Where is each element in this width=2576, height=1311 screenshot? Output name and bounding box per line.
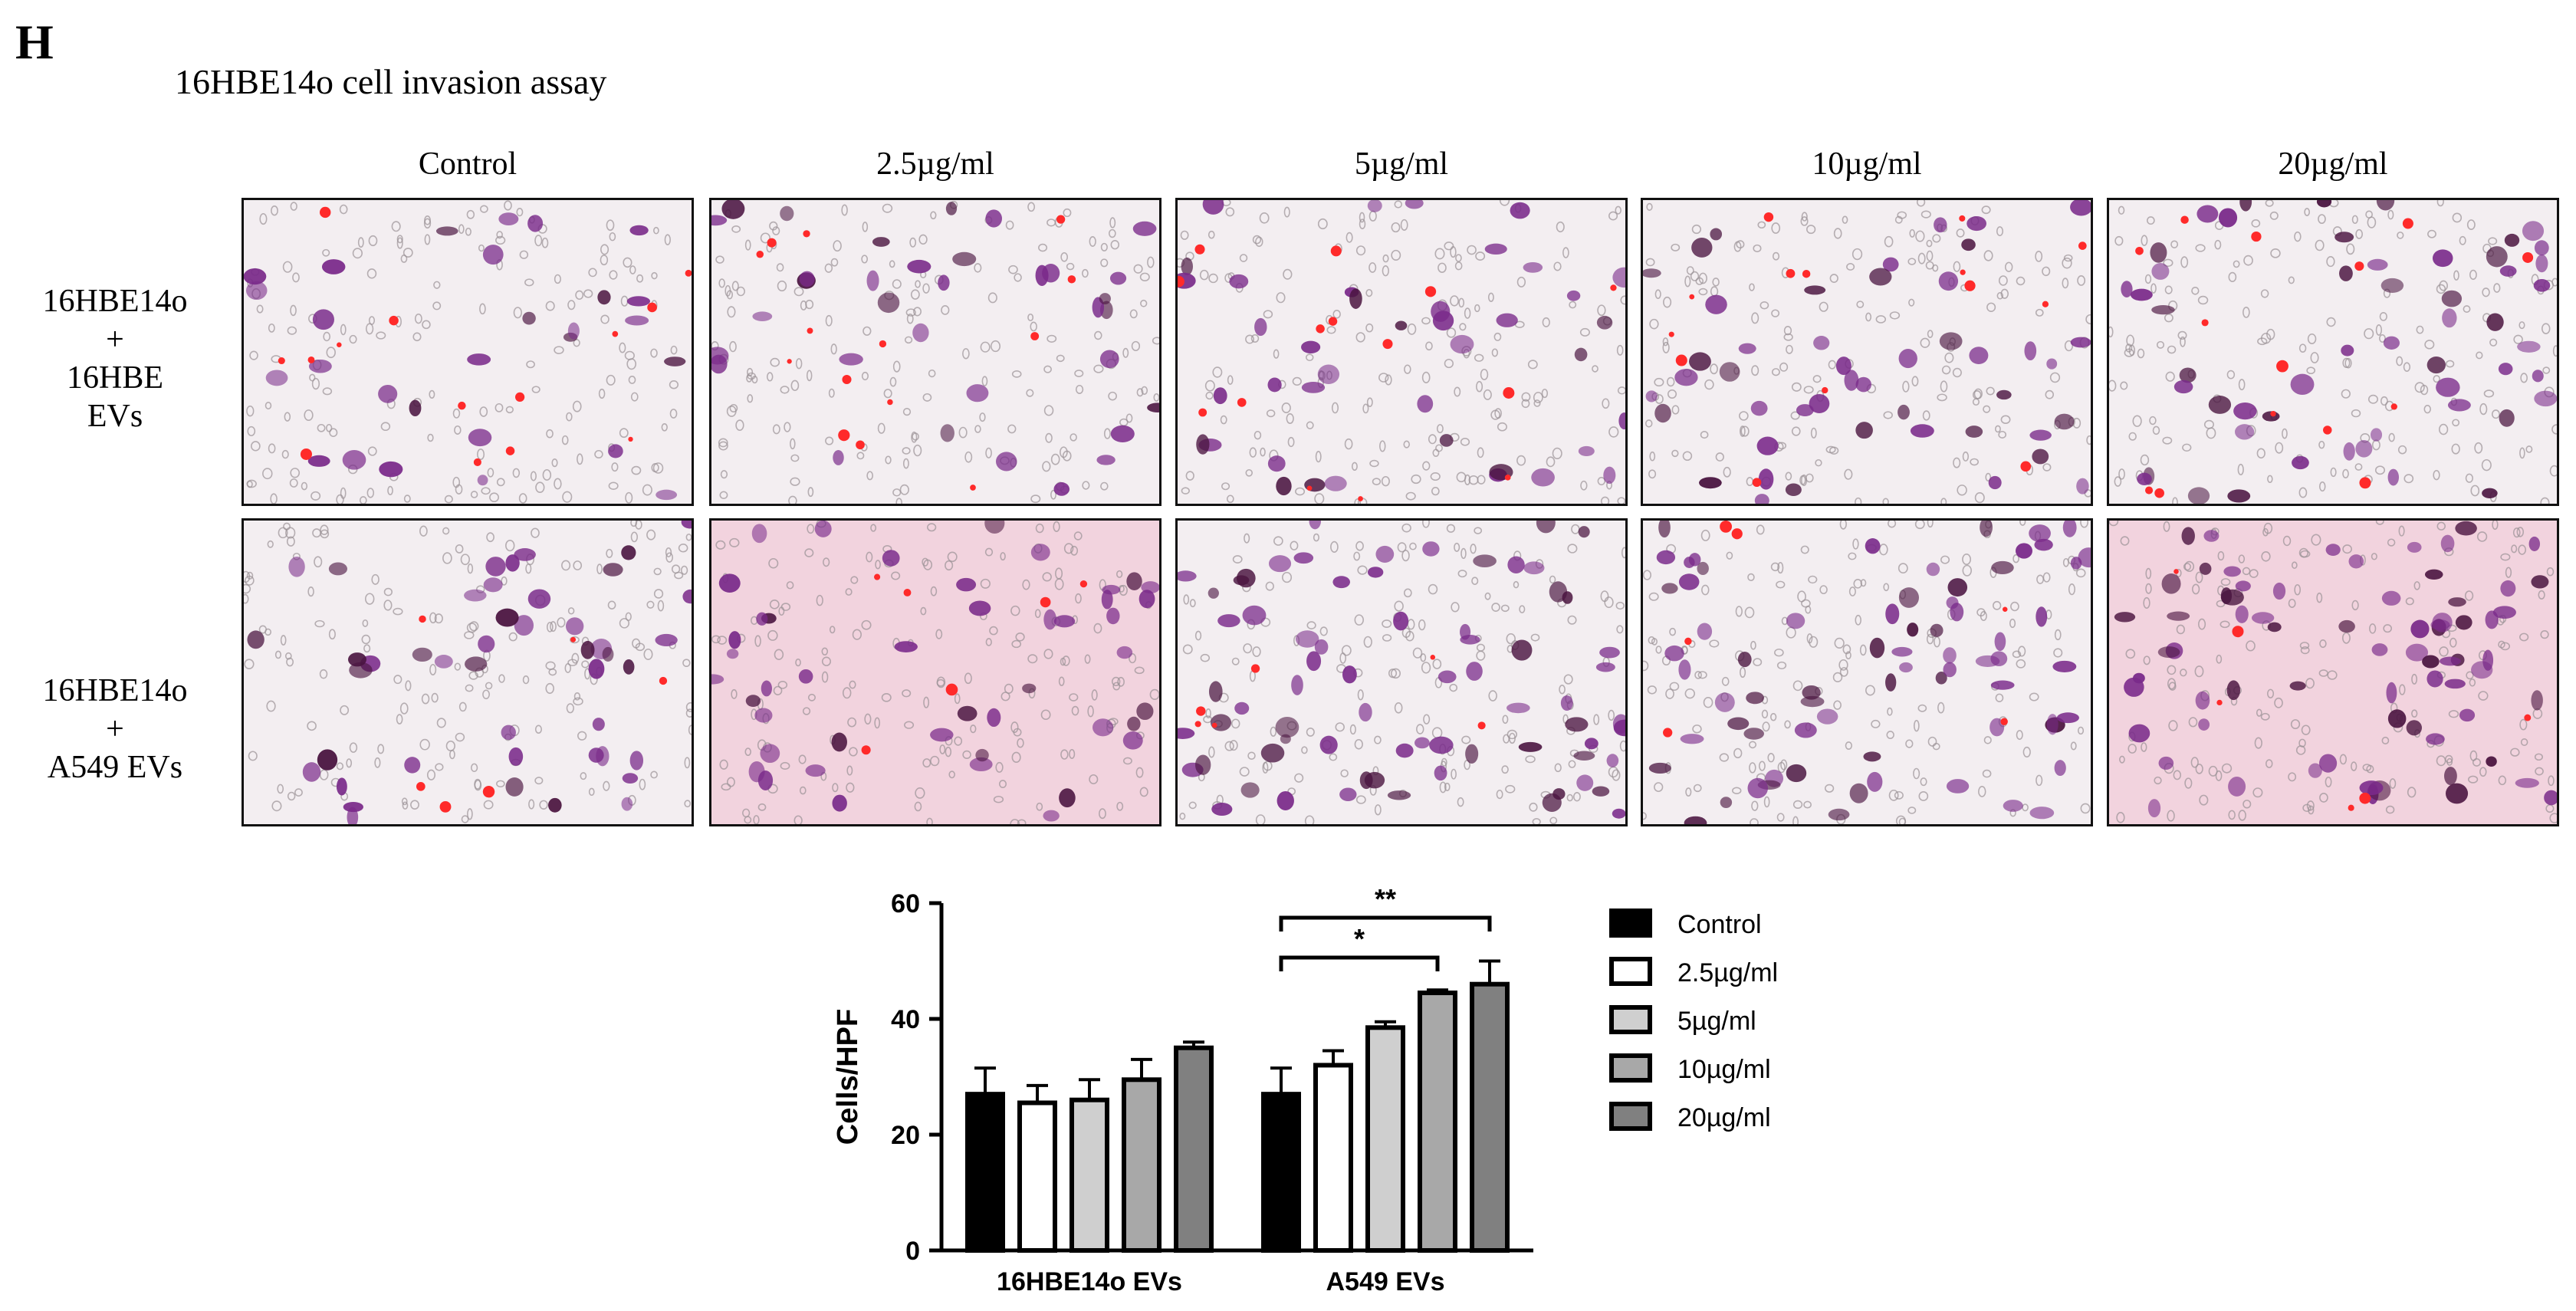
bar xyxy=(1365,1025,1405,1253)
bar xyxy=(1418,991,1457,1254)
bar xyxy=(1261,1092,1301,1254)
y-tick-label: 0 xyxy=(905,1237,920,1266)
significance-label: * xyxy=(1354,923,1365,955)
bar xyxy=(1470,981,1510,1253)
column-label: 2.5µg/ml xyxy=(876,146,994,182)
row-label-line: 16HBE14o xyxy=(42,673,188,708)
legend-label: 10µg/ml xyxy=(1677,1055,1771,1084)
bar xyxy=(965,1092,1005,1254)
legend-swatch xyxy=(1609,957,1652,986)
bar xyxy=(1313,1063,1353,1254)
figure-title: 16HBE14o cell invasion assay xyxy=(175,62,607,101)
bar xyxy=(1070,1097,1109,1253)
y-tick-label: 20 xyxy=(891,1121,920,1150)
x-tick-label: 16HBE14o EVs xyxy=(997,1267,1182,1296)
row-label: 16HBE14o +16HBE EVs xyxy=(15,282,215,435)
row-label: 16HBE14o + A549 EVs xyxy=(15,672,215,787)
y-axis-label: Cells/HPF xyxy=(832,1009,864,1145)
row-label-line: A549 EVs xyxy=(47,750,183,785)
row-label-line: 16HBE xyxy=(67,360,163,396)
y-tick-label: 40 xyxy=(891,1005,920,1034)
legend-label: 5µg/ml xyxy=(1677,1007,1756,1036)
micrograph-image xyxy=(1641,518,2093,826)
column-label: Control xyxy=(418,146,518,182)
bar xyxy=(1017,1100,1057,1253)
bar xyxy=(1174,1045,1214,1253)
micrograph-image xyxy=(2107,518,2559,826)
row-label-line: + xyxy=(106,322,124,357)
micrograph-image xyxy=(242,198,694,506)
column-label: 10µg/ml xyxy=(1812,146,1922,182)
bar xyxy=(1122,1077,1162,1254)
panel-letter: H xyxy=(15,15,54,69)
significance-bracket xyxy=(1279,955,1440,971)
legend-swatch xyxy=(1609,1005,1652,1034)
legend-label: Control xyxy=(1677,910,1762,939)
legend-swatch xyxy=(1609,1102,1652,1131)
column-label: 5µg/ml xyxy=(1354,146,1449,182)
micrograph-image xyxy=(709,518,1162,826)
legend-swatch xyxy=(1609,909,1652,938)
legend-swatch xyxy=(1609,1053,1652,1083)
micrograph-image xyxy=(1175,198,1628,506)
column-label: 20µg/ml xyxy=(2278,146,2388,182)
y-tick-label: 60 xyxy=(891,889,920,918)
legend-label: 2.5µg/ml xyxy=(1677,958,1778,987)
micrograph-image xyxy=(1175,518,1628,826)
row-label-line: 16HBE14o xyxy=(42,284,188,319)
micrograph-image xyxy=(709,198,1162,506)
micrograph-image xyxy=(2107,198,2559,506)
micrograph-image xyxy=(1641,198,2093,506)
significance-bracket xyxy=(1279,915,1492,932)
row-label-line: EVs xyxy=(87,399,143,434)
row-label-line: + xyxy=(106,711,124,747)
significance-label: ** xyxy=(1375,883,1396,915)
legend-label: 20µg/ml xyxy=(1677,1103,1771,1132)
x-tick-label: A549 EVs xyxy=(1326,1267,1445,1296)
micrograph-image xyxy=(242,518,694,826)
